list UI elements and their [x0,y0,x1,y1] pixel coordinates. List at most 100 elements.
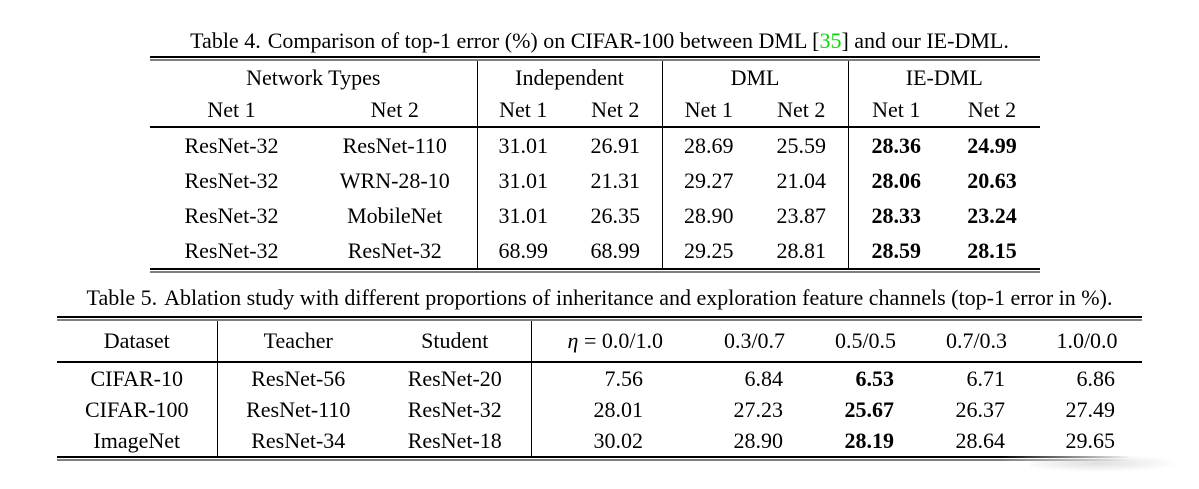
table5-grid: Dataset Teacher Student η = 0.0/1.0 0.3/… [57,321,1142,456]
cell: 30.02 [530,425,699,456]
cell: 26.35 [590,202,641,228]
table4: Network Types Independent DML IE-DML Net… [150,56,1041,273]
header-cell: Net 2 [313,94,477,128]
cell: 28.36 [847,127,945,163]
table5: Dataset Teacher Student η = 0.0/1.0 0.3/… [57,316,1142,461]
header-cell: Net 2 [569,94,663,128]
cell: 28.33 [847,198,945,233]
scan-shadow [1030,456,1180,472]
cell: 28.06 [847,163,945,198]
table-row: ResNet-32 MobileNet 31.01 26.35 28.90 23… [150,198,1040,233]
eta-value: = 0.0/1.0 [578,328,663,353]
citation-link[interactable]: 35 [819,28,842,53]
table4-grid: Network Types Independent DML IE-DML Net… [150,61,1041,268]
table5-top-rule [57,316,1142,321]
cell: 28.69 [661,127,756,163]
cell: 26.37 [955,396,1006,422]
cell: ResNet-110 [342,132,447,158]
cell: 6.84 [744,365,784,391]
cell: 25.67 [844,396,895,422]
cell: 68.99 [590,237,641,263]
cell: 28.90 [661,198,756,233]
table4-caption: Table 4. Comparison of top-1 error (%) on… [0,28,1199,54]
header-cell: Net 1 [661,94,756,128]
cell: 20.63 [967,167,1017,193]
table5-caption-label: Table 5. [86,285,158,310]
cell: 28.81 [776,237,827,263]
table4-caption-tail: and our IE-DML. [848,28,1009,53]
cell: WRN-28-10 [339,167,450,193]
cell: 31.01 [476,163,569,198]
cell: 28.64 [955,427,1006,453]
cell: 7.56 [530,362,699,394]
cell: 21.31 [590,167,641,193]
header-cell: Teacher [216,321,379,363]
cell: 6.71 [966,365,1006,391]
cell: ResNet-20 [407,365,502,391]
eta-symbol: η [567,328,579,353]
header-cell: Net 2 [755,94,849,128]
table4-caption-label: Table 4. [190,28,261,53]
cell: CIFAR-10 [90,365,184,391]
cell: ResNet-18 [407,427,502,453]
table-row: CIFAR-10 ResNet-56 ResNet-20 7.56 6.84 6… [57,362,1142,394]
table4-bottom-rule [150,268,1040,273]
header-cell: Net 2 [944,94,1041,128]
table4-subheader-row: Net 1 Net 2 Net 1 Net 2 Net 1 Net 2 Net … [150,94,1041,128]
cell: 25.59 [776,132,827,158]
cell: 28.15 [967,237,1017,263]
header-cell: 1.0/0.0 [1032,321,1142,363]
cell: 26.91 [590,132,641,158]
cell: ImageNet [93,427,181,453]
header-cell: IE-DML [847,61,1041,94]
citation-bracket-open: [ [812,28,820,53]
header-cell: Net 1 [476,94,569,128]
cell: 6.86 [1076,365,1116,391]
table4-caption-text: Comparison of top-1 error (%) on CIFAR-1… [267,28,813,53]
cell: ResNet-34 [216,425,379,456]
header-cell: η = 0.0/1.0 [530,321,699,363]
cell: ResNet-32 [184,202,279,228]
table-row: ImageNet ResNet-34 ResNet-18 30.02 28.90… [57,425,1142,456]
table-row: CIFAR-100 ResNet-110 ResNet-32 28.01 27.… [57,394,1142,425]
cell: ResNet-32 [184,237,279,263]
cell: ResNet-56 [216,362,379,394]
table-row: ResNet-32 ResNet-110 31.01 26.91 28.69 2… [150,127,1040,163]
cell: 21.04 [776,167,827,193]
cell: 28.59 [847,233,945,268]
header-cell: Net 1 [847,94,945,128]
table5-caption-text: Ablation study with different proportion… [164,285,1113,310]
cell: 28.90 [733,427,784,453]
header-cell: Network Types [246,64,381,90]
cell: ResNet-32 [347,237,442,263]
cell: 68.99 [476,233,569,268]
header-cell: 0.5/0.5 [810,321,921,363]
cell: 31.01 [476,127,569,163]
cell: ResNet-32 [184,167,279,193]
table-row: ResNet-32 WRN-28-10 31.01 21.31 29.27 21… [150,163,1040,198]
cell: 29.25 [661,233,756,268]
table5-bottom-rule [57,456,1142,461]
header-cell: DML [661,61,849,94]
cell: CIFAR-100 [85,396,189,422]
cell: MobileNet [347,202,443,228]
citation-bracket-close: ] [841,28,849,53]
cell: 28.01 [530,394,699,425]
cell: 27.49 [1065,396,1116,422]
cell: 29.65 [1065,427,1116,453]
cell: 23.87 [776,202,827,228]
cell: 24.99 [967,132,1017,158]
table5-header-row: Dataset Teacher Student η = 0.0/1.0 0.3/… [57,321,1142,363]
cell: 27.23 [733,396,784,422]
table-row: ResNet-32 ResNet-32 68.99 68.99 29.25 28… [150,233,1040,268]
cell: ResNet-110 [216,394,379,425]
cell: ResNet-32 [407,396,502,422]
table5-caption: Table 5. Ablation study with different pr… [0,285,1199,311]
header-cell: 0.7/0.3 [921,321,1032,363]
header-cell: Student [379,321,531,363]
cell: 29.27 [661,163,756,198]
cell: 23.24 [967,202,1017,228]
header-cell: Independent [476,61,663,94]
cell: 6.53 [855,365,895,391]
